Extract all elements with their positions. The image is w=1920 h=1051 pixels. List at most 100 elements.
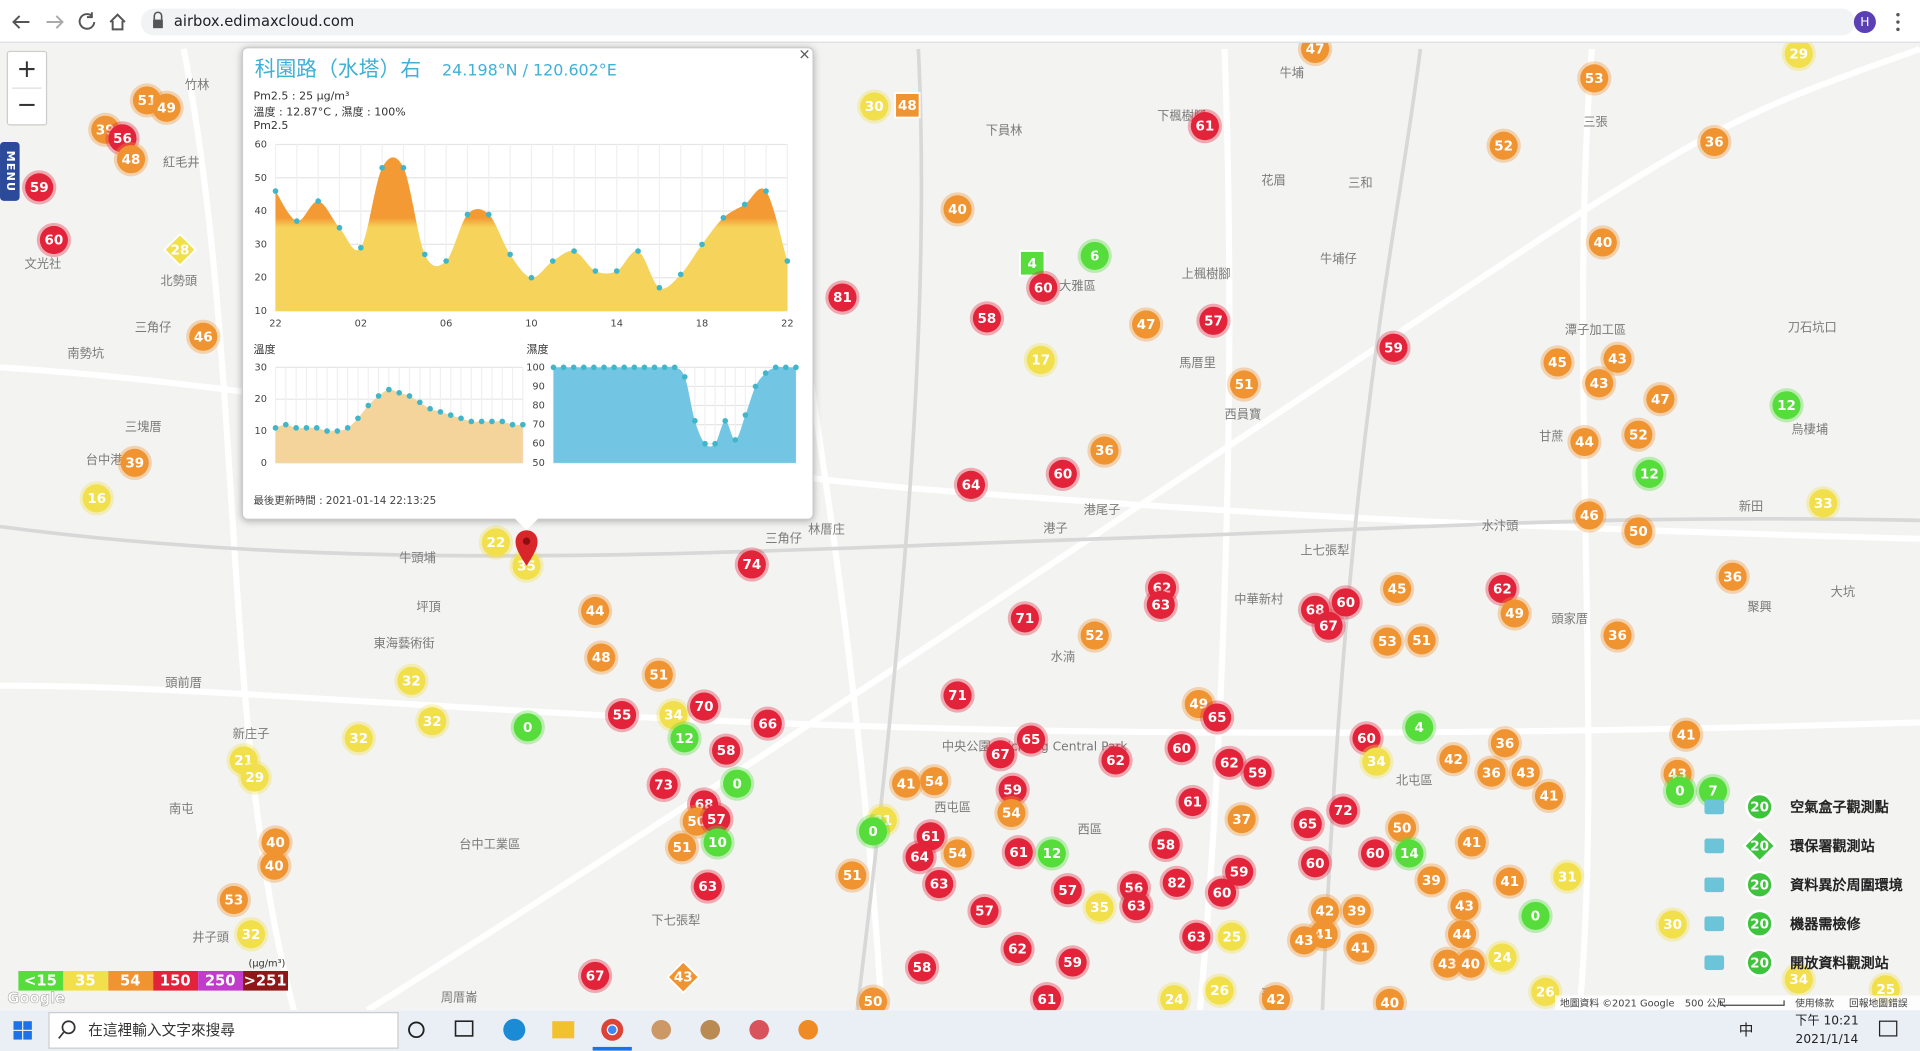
sensor-marker[interactable]: 54	[917, 764, 952, 799]
sensor-marker[interactable]: 43	[1508, 755, 1543, 790]
sensor-marker[interactable]: 52	[1621, 417, 1656, 452]
sensor-marker[interactable]: 41	[1454, 825, 1489, 860]
sensor-marker[interactable]: 40	[258, 825, 293, 860]
start-button[interactable]	[13, 1021, 32, 1040]
sensor-marker[interactable]: 41	[888, 766, 924, 801]
sensor-marker[interactable]: 17	[1023, 342, 1058, 378]
sensor-marker[interactable]: 36	[1474, 755, 1509, 790]
back-button[interactable]	[12, 15, 30, 29]
sensor-marker[interactable]: 36	[1697, 124, 1732, 160]
search-box[interactable]	[48, 1012, 399, 1049]
sensor-marker[interactable]: 24	[1157, 982, 1192, 1016]
sensor-marker[interactable]: 58	[1148, 827, 1183, 863]
sensor-marker[interactable]: 47	[1128, 307, 1164, 342]
sensor-marker[interactable]: 44	[577, 593, 613, 629]
sensor-marker[interactable]: 42	[1258, 982, 1294, 1016]
sensor-marker[interactable]: 34	[656, 697, 691, 733]
zoom-in[interactable]: +	[17, 54, 38, 83]
sensor-marker[interactable]: 4	[1019, 250, 1046, 277]
sensor-marker[interactable]: 0	[1518, 898, 1553, 934]
sensor-marker[interactable]: 62	[1000, 931, 1035, 967]
sensor-marker[interactable]: 33	[1806, 486, 1841, 521]
app[interactable]	[651, 1019, 672, 1040]
sensor-marker[interactable]: 62	[1485, 571, 1520, 607]
sensor-marker[interactable]: 51	[664, 830, 700, 865]
sensor-marker[interactable]: 12	[667, 721, 702, 756]
sensor-marker[interactable]: 28	[163, 232, 197, 267]
sensor-marker[interactable]: 58	[708, 733, 744, 768]
sensor-marker[interactable]: 39	[1414, 863, 1449, 898]
sensor-marker[interactable]: 47	[1643, 382, 1678, 417]
sensor-marker[interactable]: 31	[1550, 859, 1585, 894]
sensor-marker[interactable]: 51	[641, 657, 676, 692]
task-view[interactable]	[454, 1020, 474, 1037]
sensor-marker[interactable]: 54	[994, 795, 1029, 831]
sensor-marker[interactable]: 60	[1026, 270, 1061, 305]
sensor-marker[interactable]: 58	[904, 950, 940, 985]
app[interactable]	[749, 1019, 769, 1040]
sensor-marker[interactable]: 53	[1577, 61, 1612, 96]
edge[interactable]	[503, 1018, 526, 1041]
sensor-marker[interactable]: 40	[257, 848, 292, 883]
sensor-marker[interactable]: 61	[1187, 108, 1223, 144]
sensor-marker[interactable]: 35	[1082, 890, 1117, 925]
sensor-marker[interactable]: 34	[1781, 962, 1816, 997]
sensor-marker[interactable]: 12	[1034, 836, 1069, 871]
sensor-marker[interactable]: 60	[36, 222, 72, 258]
sensor-marker[interactable]: 63	[1119, 888, 1154, 924]
sensor-marker[interactable]: 25	[1214, 919, 1249, 954]
sensor-marker[interactable]: 67	[983, 737, 1018, 772]
sensor-marker[interactable]: 12	[1769, 388, 1804, 423]
sensor-marker[interactable]: 36	[1487, 726, 1523, 761]
sensor-marker[interactable]: 46	[186, 319, 221, 354]
sensor-marker[interactable]: 37	[1224, 802, 1259, 837]
menu-tab[interactable]	[0, 142, 20, 201]
sensor-marker[interactable]: 66	[750, 706, 785, 741]
sensor-marker[interactable]: 60	[1357, 836, 1393, 871]
sensor-marker[interactable]: 29	[237, 760, 272, 795]
sensor-marker[interactable]: 65	[1290, 806, 1325, 842]
sensor-marker[interactable]: 34	[1359, 744, 1394, 779]
sensor-marker[interactable]: 59	[1240, 755, 1275, 790]
sensor-marker[interactable]: 43	[1286, 923, 1322, 958]
sensor-marker[interactable]: 72	[1326, 793, 1361, 828]
sensor-marker[interactable]: 22	[478, 525, 514, 560]
sensor-marker[interactable]: 43	[666, 960, 701, 995]
sensor-marker[interactable]: 55	[604, 697, 640, 733]
sensor-marker[interactable]: 43	[1582, 366, 1617, 401]
sensor-marker[interactable]: 16	[79, 481, 114, 516]
sensor-marker[interactable]: 52	[1077, 618, 1112, 653]
sensor-marker[interactable]: 39	[117, 445, 152, 480]
sensor-marker[interactable]: 51	[835, 858, 870, 893]
sensor-marker[interactable]: 57	[967, 893, 1002, 929]
sensor-marker[interactable]: 30	[857, 89, 892, 124]
sensor-marker[interactable]: 57	[1050, 873, 1085, 908]
sensor-marker[interactable]: 51	[1404, 623, 1439, 658]
sensor-marker[interactable]: 41	[1343, 930, 1378, 965]
sensor-marker[interactable]: 44	[1444, 917, 1480, 952]
sensor-marker[interactable]: 65	[1199, 700, 1235, 735]
home-button[interactable]	[109, 13, 126, 31]
sensor-marker[interactable]: 63	[1143, 587, 1178, 623]
reload-button[interactable]	[78, 12, 96, 30]
sensor-marker[interactable]: 32	[341, 721, 376, 756]
sensor-marker[interactable]: 73	[646, 767, 681, 803]
sensor-marker[interactable]: 41	[1531, 778, 1567, 814]
app[interactable]	[700, 1019, 721, 1040]
sensor-marker[interactable]: 24	[1485, 940, 1520, 975]
sensor-marker[interactable]: 60	[1328, 585, 1363, 620]
sensor-marker[interactable]: 41	[1492, 864, 1527, 899]
app[interactable]	[798, 1019, 818, 1040]
clock-date[interactable]: 2021/1/14	[1796, 1032, 1859, 1046]
sensor-marker[interactable]: 67	[1311, 608, 1346, 643]
sensor-marker[interactable]: 26	[1528, 974, 1563, 1009]
sensor-marker[interactable]: 4	[1402, 710, 1437, 745]
zoom-out[interactable]: −	[17, 89, 38, 118]
sensor-marker[interactable]: 44	[1567, 424, 1602, 460]
profile[interactable]	[1853, 11, 1876, 34]
sensor-marker[interactable]: 65	[1013, 722, 1049, 757]
sensor-marker[interactable]: 6	[1077, 238, 1112, 274]
sensor-marker[interactable]: 63	[922, 866, 957, 902]
sensor-marker[interactable]: 62	[1098, 743, 1133, 778]
sensor-marker[interactable]: 60	[1297, 846, 1333, 881]
